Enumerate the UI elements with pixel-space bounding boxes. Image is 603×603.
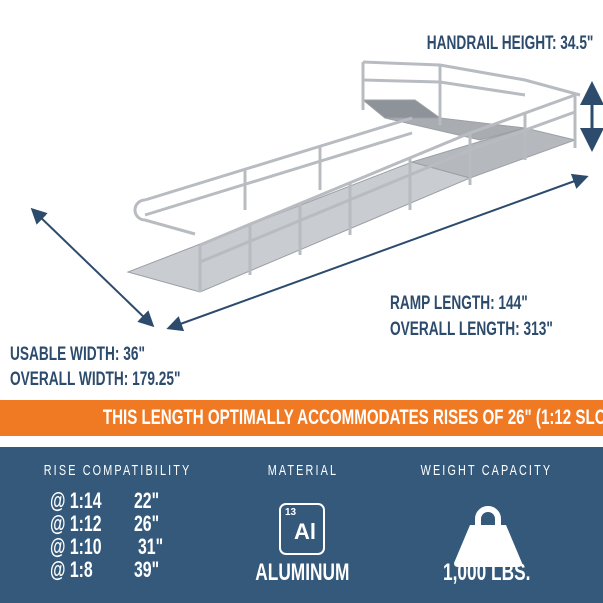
weight-value: 1,000 LBS. xyxy=(442,559,531,586)
element-symbol: Al xyxy=(294,519,316,544)
rise-value: 39" xyxy=(134,557,160,582)
weight-icon xyxy=(454,506,522,567)
rise-value: 26" xyxy=(134,511,160,536)
slope: @ 1:8 xyxy=(50,557,93,582)
rise-row: @ 1:12 26" xyxy=(50,512,210,535)
element-tile-icon: 13 Al xyxy=(279,503,325,555)
rise-row: @ 1:8 39" xyxy=(50,558,210,581)
rise-row: @ 1:10 31" xyxy=(50,535,210,558)
slope: @ 1:12 xyxy=(50,511,102,536)
ramp-illustration xyxy=(30,60,603,332)
banner-text: THIS LENGTH OPTIMALLY ACCOMMODATES RISES… xyxy=(102,406,603,429)
rise-title: RISE COMPATIBILITY xyxy=(43,462,192,479)
handrail-height-label: HANDRAIL HEIGHT: 34.5" xyxy=(426,33,593,54)
material-value: ALUMINUM xyxy=(255,559,350,586)
rise-table: @ 1:14 22" @ 1:12 26" @ 1:10 31" @ 1:8 39" xyxy=(50,489,210,581)
slope-banner: THIS LENGTH OPTIMALLY ACCOMMODATES RISES… xyxy=(0,400,603,436)
slope: @ 1:10 xyxy=(50,534,102,559)
overall-length-label: OVERALL LENGTH: 313" xyxy=(390,319,553,340)
usable-width-label: USABLE WIDTH: 36" xyxy=(10,344,145,365)
slope: @ 1:14 xyxy=(50,488,102,513)
ramp-length-label: RAMP LENGTH: 144" xyxy=(390,293,528,314)
width-arrow xyxy=(30,207,155,328)
ramp-structure xyxy=(126,60,581,293)
rise-value: 31" xyxy=(138,534,164,559)
atomic-number: 13 xyxy=(285,507,297,518)
material-title: MATERIAL xyxy=(267,462,338,479)
rise-value: 22" xyxy=(134,488,160,513)
rise-row: @ 1:14 22" xyxy=(50,489,210,512)
weight-title: WEIGHT CAPACITY xyxy=(420,462,553,479)
specs-panel: RISE COMPATIBILITY @ 1:14 22" @ 1:12 26" @… xyxy=(0,447,603,603)
length-arrow xyxy=(166,173,589,332)
overall-width-label: OVERALL WIDTH: 179.25" xyxy=(10,369,181,390)
